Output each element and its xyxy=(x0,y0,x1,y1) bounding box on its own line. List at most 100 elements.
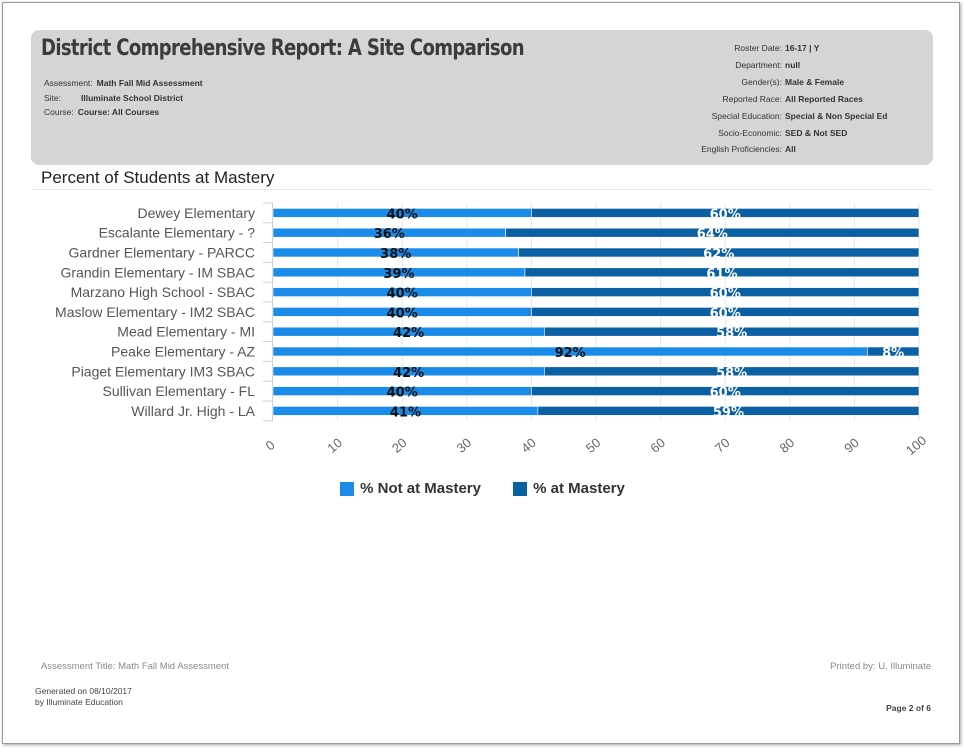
data-label: 36% xyxy=(374,227,405,242)
site-label: Site: xyxy=(44,92,62,103)
bar-segment xyxy=(531,386,920,396)
report-header: District Comprehensive Report: A Site Co… xyxy=(31,30,933,165)
x-tick-label: 10 xyxy=(324,435,345,456)
printed-by: Printed by: U. Illuminate xyxy=(830,661,931,672)
special-ed-row: Special Education: Special & Non Special … xyxy=(701,108,888,125)
legend-swatch-mastery xyxy=(513,481,528,496)
bar-segment xyxy=(531,287,920,297)
category-label: Piaget Elementary IM3 SBAC xyxy=(71,363,255,379)
bar-segment xyxy=(524,267,920,278)
data-label: 42% xyxy=(393,366,424,381)
x-tick-label: 80 xyxy=(777,435,798,456)
category-label: Maslow Elementary - IM2 SBAC xyxy=(55,304,255,320)
generated-by: by Illuminate Education xyxy=(35,697,123,707)
category-label: Willard Jr. High - LA xyxy=(131,403,255,419)
legend-swatch-not-mastery xyxy=(340,481,355,496)
department-row: Department: null xyxy=(701,57,885,74)
bar-segment xyxy=(531,208,920,218)
assessment-label: Assessment: xyxy=(44,78,93,88)
data-label: 42% xyxy=(393,326,424,341)
data-label: 59% xyxy=(713,405,744,420)
x-tick-label: 40 xyxy=(518,435,539,456)
gender-value: Male & Female xyxy=(785,76,845,87)
assessment-value: Math Fall Mid Assessment xyxy=(96,78,203,88)
category-label: Dewey Elementary xyxy=(138,205,256,221)
data-label: 41% xyxy=(390,405,421,420)
course-value: Course: All Courses xyxy=(77,107,160,117)
english-proficiency-label: English Proficiencies: xyxy=(701,144,782,155)
category-label: Marzano High School - SBAC xyxy=(71,284,255,300)
data-label: 60% xyxy=(710,386,741,401)
department-label: Department: xyxy=(735,59,782,70)
footer-assessment-title: Assessment Title: Math Fall Mid Assessme… xyxy=(41,661,229,672)
category-label: Peake Elementary - AZ xyxy=(111,344,255,360)
roster-date-row: Roster Date: 16-17 | Y xyxy=(701,40,885,57)
data-label: 61% xyxy=(706,267,737,282)
x-tick-label: 70 xyxy=(712,435,733,456)
race-value: All Reported Races xyxy=(785,93,863,104)
generated-info: Generated on 08/10/2017 by Illuminate Ed… xyxy=(35,686,132,708)
generated-date: Generated on 08/10/2017 xyxy=(35,686,132,696)
site-row: Site: Illuminate School District xyxy=(44,91,203,106)
data-label: 38% xyxy=(380,247,411,262)
category-label: Gardner Elementary - PARCC xyxy=(69,245,255,261)
data-label: 62% xyxy=(703,247,734,262)
english-proficiency-value: All xyxy=(785,144,796,155)
legend-item-not-mastery[interactable]: % Not at Mastery xyxy=(340,480,481,497)
x-tick-label: 90 xyxy=(841,435,862,456)
x-tick-label: 0 xyxy=(263,437,278,453)
special-ed-value: Special & Non Special Ed xyxy=(785,110,888,121)
data-label: 40% xyxy=(387,386,418,401)
chart-title: Percent of Students at Mastery xyxy=(41,168,275,187)
x-tick-label: 30 xyxy=(454,435,475,456)
assessment-row: Assessment: Math Fall Mid Assessment xyxy=(44,76,203,91)
gender-row: Gender(s): Male & Female xyxy=(701,74,885,91)
category-label: Mead Elementary - MI xyxy=(117,324,255,340)
socio-economic-row: Socio-Economic: SED & Not SED xyxy=(701,125,885,142)
data-label: 40% xyxy=(387,287,418,302)
gender-label: Gender(s): xyxy=(741,76,782,87)
data-label: 58% xyxy=(716,326,747,341)
legend-item-mastery[interactable]: % at Mastery xyxy=(513,480,625,497)
category-label: Sullivan Elementary - FL xyxy=(102,383,255,399)
data-label: 60% xyxy=(710,306,741,321)
data-label: 39% xyxy=(383,267,414,282)
x-tick-label: 100 xyxy=(903,433,929,458)
data-label: 58% xyxy=(716,366,747,381)
bar-segment xyxy=(544,326,920,337)
data-label: 8% xyxy=(882,346,904,361)
special-ed-label: Special Education: xyxy=(711,110,782,121)
title-divider xyxy=(32,189,933,190)
data-label: 60% xyxy=(710,207,741,222)
bar-segment xyxy=(537,406,920,416)
x-tick-label: 50 xyxy=(583,435,604,456)
english-proficiency-row: English Proficiencies: All xyxy=(701,141,885,158)
bar-segment xyxy=(518,247,920,258)
race-row: Reported Race: All Reported Races xyxy=(701,91,885,108)
department-value: null xyxy=(785,59,801,70)
legend-label-not-mastery: % Not at Mastery xyxy=(360,480,481,497)
roster-date-label: Roster Date: xyxy=(734,43,782,53)
data-label: 60% xyxy=(710,287,741,302)
bar-segment xyxy=(544,366,920,377)
bar-segment xyxy=(867,346,920,357)
filter-details: Roster Date: 16-17 | Y Department: null Ge… xyxy=(701,40,888,158)
x-tick-label: 60 xyxy=(647,435,668,456)
data-label: 40% xyxy=(387,207,418,222)
category-label: Grandin Elementary - IM SBAC xyxy=(60,264,255,280)
report-title: District Comprehensive Report: A Site Co… xyxy=(41,36,525,61)
data-label: 64% xyxy=(697,227,728,242)
x-tick-label: 20 xyxy=(389,435,410,456)
category-label: Escalante Elementary - ? xyxy=(99,225,256,241)
data-label: 40% xyxy=(387,306,418,321)
bar-segment xyxy=(505,227,920,238)
roster-date-value: 16-17 | Y xyxy=(785,43,820,53)
mastery-bar-chart: Dewey Elementary 40% 60% Escalante Elementa… xyxy=(55,202,929,458)
socio-economic-value: SED & Not SED xyxy=(785,127,848,138)
chart-legend: % Not at Mastery % at Mastery xyxy=(0,480,965,500)
site-value: Illuminate School District xyxy=(81,92,184,103)
course-label: Course: xyxy=(44,107,74,117)
legend-label-mastery: % at Mastery xyxy=(533,480,625,497)
assessment-details: Assessment: Math Fall Mid Assessment Site… xyxy=(44,76,203,120)
course-row: Course: Course: All Courses xyxy=(44,105,203,120)
